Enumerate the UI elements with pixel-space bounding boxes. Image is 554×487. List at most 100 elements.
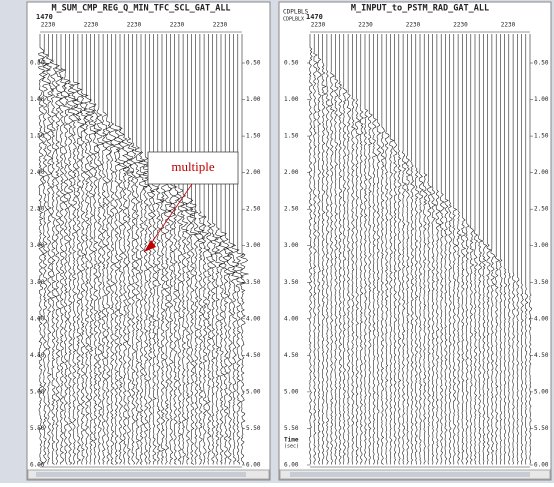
trace <box>142 34 152 465</box>
trace <box>206 34 213 465</box>
top-tick-label: 2230 <box>501 22 516 29</box>
trace <box>134 34 144 465</box>
time-label: 1.00 <box>284 96 299 103</box>
trace <box>384 34 390 465</box>
trace <box>197 34 206 465</box>
seismic-traces <box>308 34 533 465</box>
trace <box>168 34 178 465</box>
panel-right <box>278 1 552 481</box>
time-label: 4.00 <box>534 315 549 322</box>
time-label: 5.50 <box>284 425 299 432</box>
trace <box>524 34 529 465</box>
trace <box>452 34 458 465</box>
time-label: 3.50 <box>534 279 549 286</box>
trace <box>494 34 501 465</box>
annotation-arrow <box>149 183 193 246</box>
trace <box>317 34 322 465</box>
time-label: 1.50 <box>284 133 299 140</box>
time-label: 5.50 <box>246 425 261 432</box>
time-label: 4.00 <box>246 315 261 322</box>
trace <box>138 34 148 465</box>
trace <box>222 34 231 465</box>
trace <box>473 34 479 465</box>
trace <box>201 34 210 465</box>
trace <box>96 34 105 465</box>
trace <box>83 34 92 465</box>
time-label: 3.00 <box>246 242 261 249</box>
trace <box>397 34 402 465</box>
scroll-thumb[interactable] <box>36 472 246 477</box>
annotation-box <box>147 151 239 185</box>
axis-title: Time <box>284 437 299 444</box>
trace <box>54 34 64 465</box>
trace <box>129 34 137 465</box>
trace <box>218 34 229 465</box>
trace <box>427 34 433 465</box>
trace <box>240 34 249 465</box>
trace <box>490 34 496 465</box>
trace <box>448 34 453 465</box>
trace <box>189 34 199 465</box>
trace <box>355 34 361 465</box>
trace <box>380 34 385 465</box>
trace <box>321 34 327 465</box>
trace <box>214 34 224 465</box>
trace <box>209 34 220 465</box>
time-label: 4.50 <box>534 352 549 359</box>
top-tick-label: 2230 <box>311 22 326 29</box>
trace <box>512 34 516 465</box>
time-label: 1.50 <box>534 133 549 140</box>
trace <box>393 34 398 465</box>
trace <box>79 34 89 465</box>
trace <box>184 34 195 465</box>
top-tick-label: 2230 <box>127 22 142 29</box>
scroll-thumb[interactable] <box>290 472 530 477</box>
trace <box>117 34 127 465</box>
time-label: 0.50 <box>534 60 549 67</box>
trace <box>58 34 68 465</box>
panel-title: M_SUM_CMP_REG_Q_MIN_TFC_SCL_GAT_ALL <box>51 4 230 14</box>
trace <box>507 34 511 465</box>
trace <box>87 34 97 465</box>
trace <box>359 34 364 465</box>
trace <box>75 34 85 465</box>
trace <box>477 34 484 465</box>
trace <box>101 34 109 465</box>
time-label: 2.50 <box>534 206 549 213</box>
trace <box>431 34 437 465</box>
trace <box>422 34 428 465</box>
trace <box>176 34 185 465</box>
trace <box>376 34 382 465</box>
trace <box>363 34 369 465</box>
trace <box>367 34 373 465</box>
trace <box>329 34 336 465</box>
trace <box>351 34 356 465</box>
trace <box>230 34 240 465</box>
trace <box>439 34 445 465</box>
trace <box>435 34 441 465</box>
trace <box>443 34 449 465</box>
time-label: 2.50 <box>246 206 261 213</box>
trace <box>346 34 351 465</box>
trace <box>121 34 132 465</box>
trace <box>312 34 319 465</box>
trace <box>499 34 503 465</box>
trace <box>338 34 343 465</box>
top-tick-label: 2230 <box>358 22 373 29</box>
seismic-traces <box>37 34 249 465</box>
time-label: 5.00 <box>534 388 549 395</box>
trace <box>45 34 55 465</box>
time-label: 6.00 <box>284 462 299 469</box>
header-label: CDPLBLX <box>283 17 304 23</box>
time-label: 1.00 <box>246 96 261 103</box>
trace <box>389 34 395 465</box>
trace <box>469 34 475 465</box>
trace <box>159 34 170 465</box>
time-label: 5.00 <box>246 388 261 395</box>
trace <box>410 34 415 465</box>
time-label: 5.50 <box>534 425 549 432</box>
trace <box>105 34 114 465</box>
trace <box>486 34 492 465</box>
time-label: 1.00 <box>534 96 549 103</box>
